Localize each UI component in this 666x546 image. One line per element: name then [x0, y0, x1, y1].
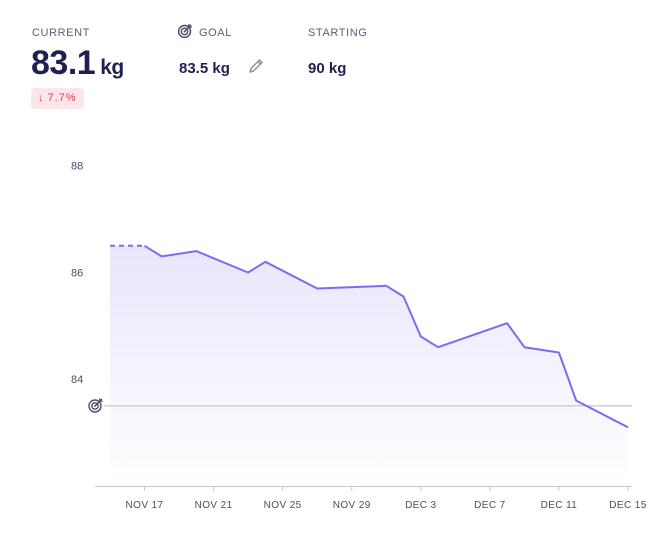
- y-tick-label: 88: [71, 161, 83, 173]
- weight-line: [143, 244, 629, 429]
- starting-label: STARTING: [308, 27, 368, 39]
- current-weight-unit: kg: [100, 56, 124, 79]
- x-axis-ticks: NOV 17 NOV 21 NOV 25 NOV 29 DEC 3 DEC 7 DEC 11…: [126, 486, 646, 511]
- weight-change-value: 7.7%: [47, 92, 77, 104]
- x-tick-label: NOV 17: [126, 500, 164, 511]
- current-weight-number: 83.1: [31, 44, 96, 82]
- current-weight: 83.1 kg: [31, 44, 124, 83]
- y-tick-label: 86: [71, 267, 83, 279]
- x-tick-label: DEC 15: [609, 500, 646, 511]
- current-label: CURRENT: [32, 27, 90, 39]
- y-tick-label: 84: [71, 374, 83, 386]
- x-tick-label: DEC 3: [405, 500, 436, 511]
- weight-area: [110, 245, 628, 486]
- goal-target-icon: [88, 398, 103, 413]
- x-tick-label: NOV 29: [333, 500, 371, 511]
- goal-label: GOAL: [199, 27, 232, 39]
- goal-weight: 83.5 kg: [179, 60, 230, 77]
- x-tick-label: DEC 7: [474, 500, 505, 511]
- pencil-icon[interactable]: [246, 56, 266, 76]
- arrow-down-icon: ↓: [38, 92, 44, 104]
- y-axis-ticks: 84 86 88: [71, 161, 83, 387]
- x-tick-label: NOV 25: [264, 500, 302, 511]
- target-icon: [177, 23, 193, 39]
- x-tick-label: DEC 11: [541, 500, 578, 511]
- x-tick-label: NOV 21: [195, 500, 233, 511]
- starting-weight: 90 kg: [308, 60, 347, 77]
- weight-change-badge: ↓ 7.7%: [31, 88, 84, 109]
